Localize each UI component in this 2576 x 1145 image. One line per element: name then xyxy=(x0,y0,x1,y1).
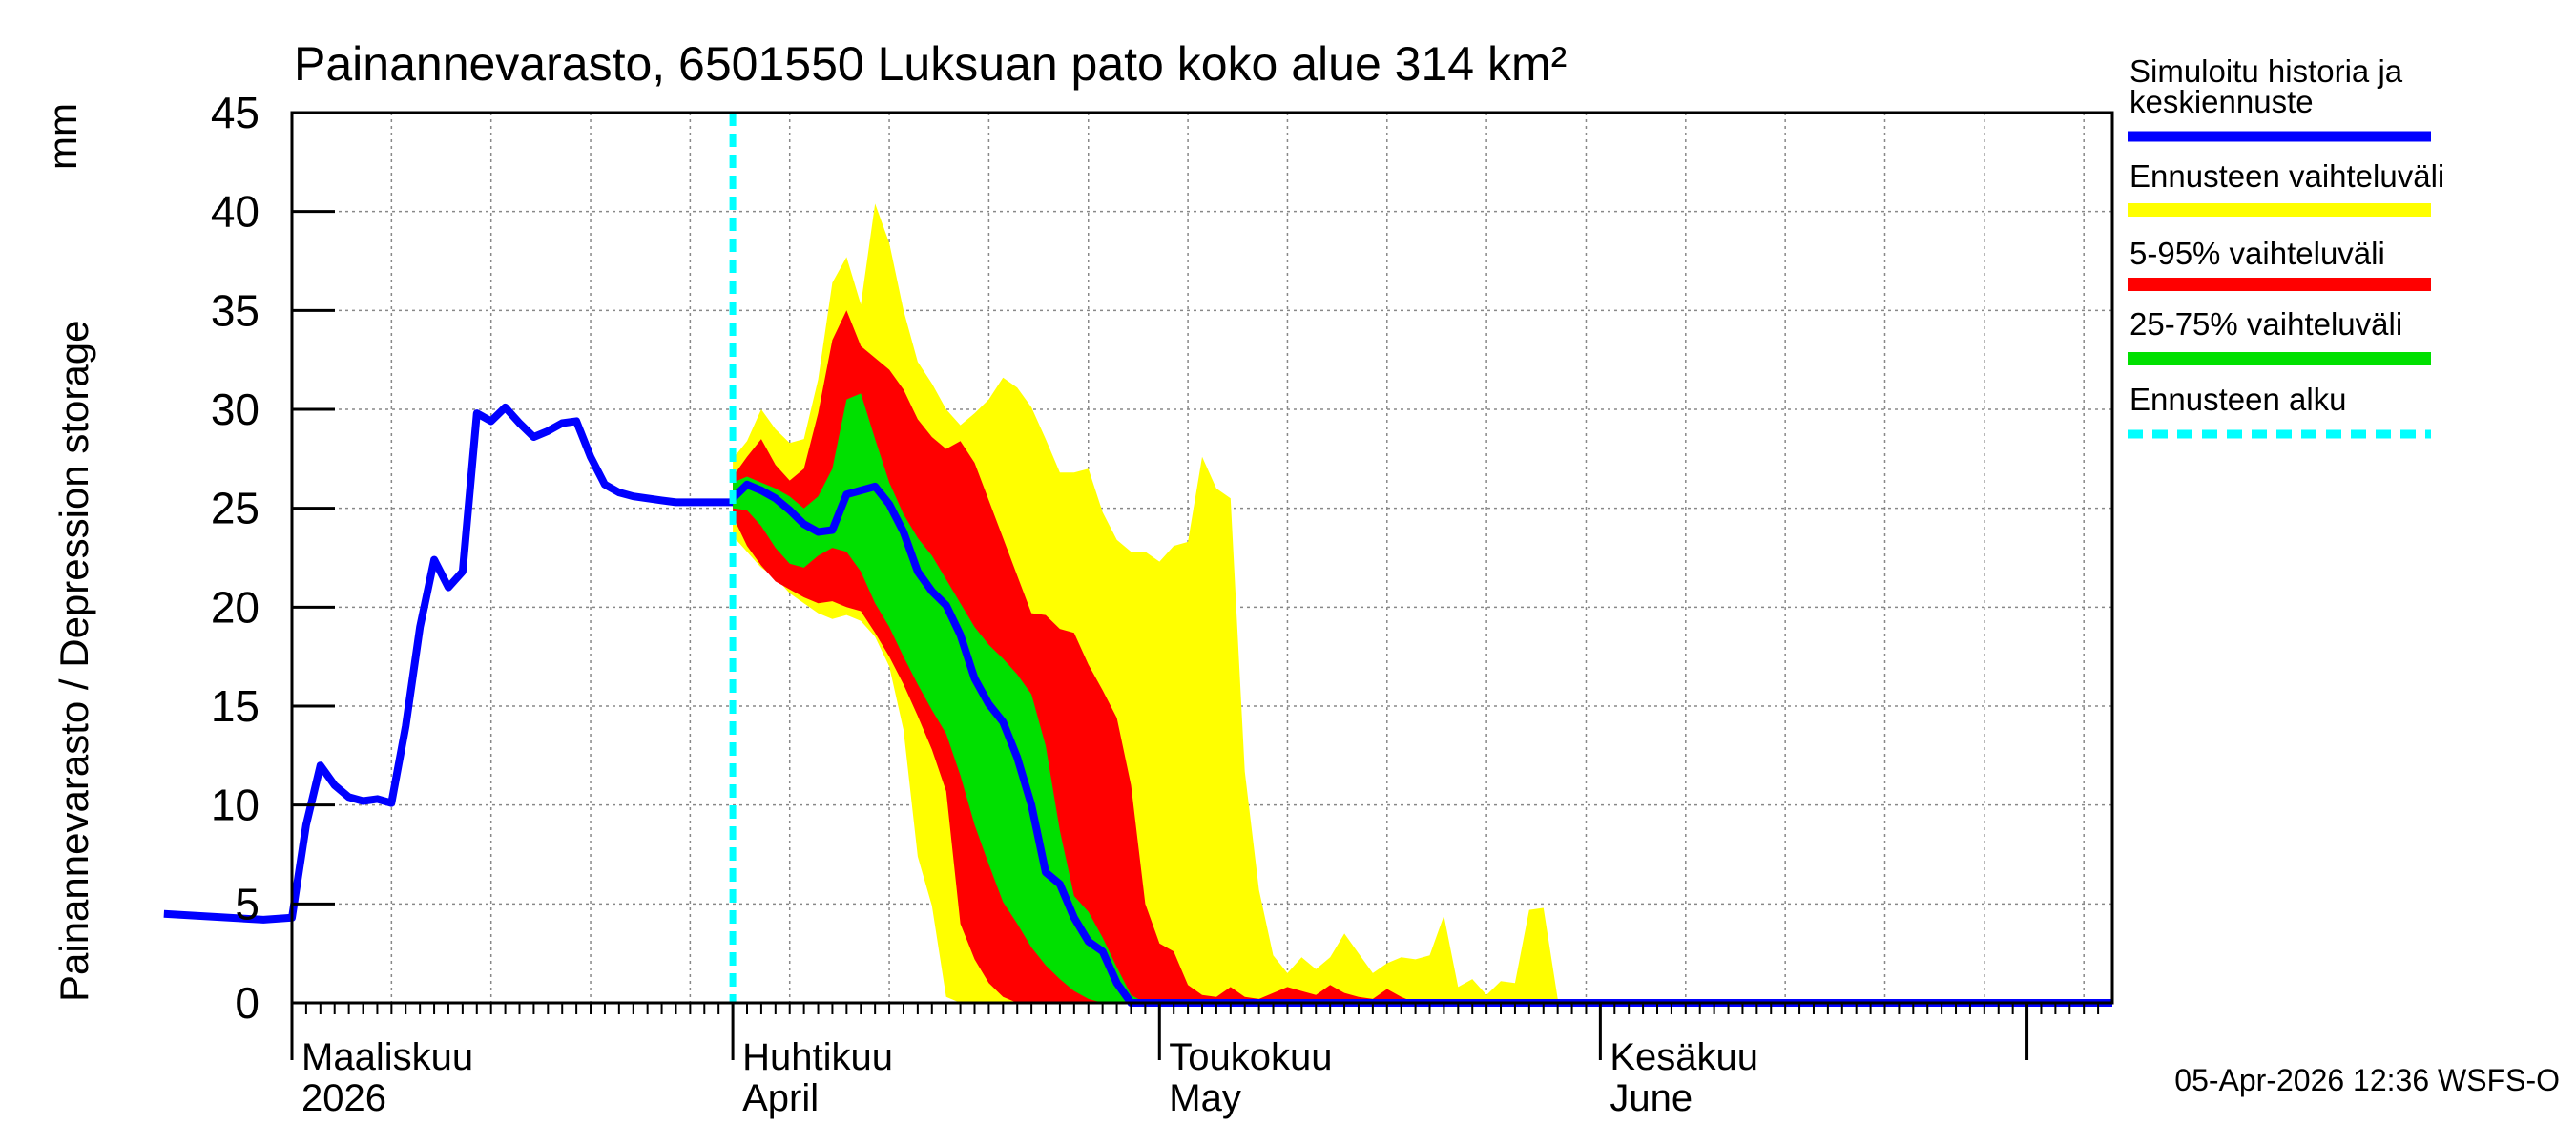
band-5-95 xyxy=(733,310,1615,1003)
y-tick-label-30: 30 xyxy=(211,385,260,434)
y-tick-label-15: 15 xyxy=(211,681,260,731)
legend-history-line1: Simuloitu historia ja xyxy=(2129,53,2403,89)
footer-timestamp: 05-Apr-2026 12:36 WSFS-O xyxy=(2174,1063,2560,1097)
legend-p25-75: 25-75% vaihteluväli xyxy=(2129,306,2402,342)
month-label-en: 2026 xyxy=(301,1077,386,1119)
y-tick-label-0: 0 xyxy=(235,978,260,1028)
month-label-fi: Maaliskuu xyxy=(301,1036,473,1078)
y-tick-label-35: 35 xyxy=(211,285,260,335)
legend-start: Ennusteen alku xyxy=(2129,382,2347,417)
month-label-en: May xyxy=(1169,1077,1241,1119)
y-axis-label: Painannevarasto / Depression storage xyxy=(52,321,96,1002)
legend-range: Ennusteen vaihteluväli xyxy=(2129,158,2444,194)
legend-history-line2: keskiennuste xyxy=(2129,84,2314,119)
month-label-fi: Huhtikuu xyxy=(742,1036,893,1078)
month-label-en: June xyxy=(1610,1077,1693,1119)
y-tick-label-40: 40 xyxy=(211,187,260,237)
month-label-fi: Toukokuu xyxy=(1169,1036,1332,1078)
forecast-bands xyxy=(733,203,1615,1003)
legend-p5-95: 5-95% vaihteluväli xyxy=(2129,236,2385,271)
y-tick-label-25: 25 xyxy=(211,484,260,533)
history-line xyxy=(163,403,734,924)
y-tick-label-5: 5 xyxy=(235,879,260,928)
month-label-fi: Kesäkuu xyxy=(1610,1036,1758,1078)
y-tick-label-45: 45 xyxy=(211,88,260,137)
y-unit: mm xyxy=(40,103,85,170)
legend: Simuloitu historia ja keskiennuste Ennus… xyxy=(2128,53,2444,439)
y-tick-label-10: 10 xyxy=(211,781,260,830)
y-tick-label-20: 20 xyxy=(211,582,260,632)
month-label-en: April xyxy=(742,1077,819,1119)
chart-title: Painannevarasto, 6501550 Luksuan pato ko… xyxy=(294,37,1567,91)
